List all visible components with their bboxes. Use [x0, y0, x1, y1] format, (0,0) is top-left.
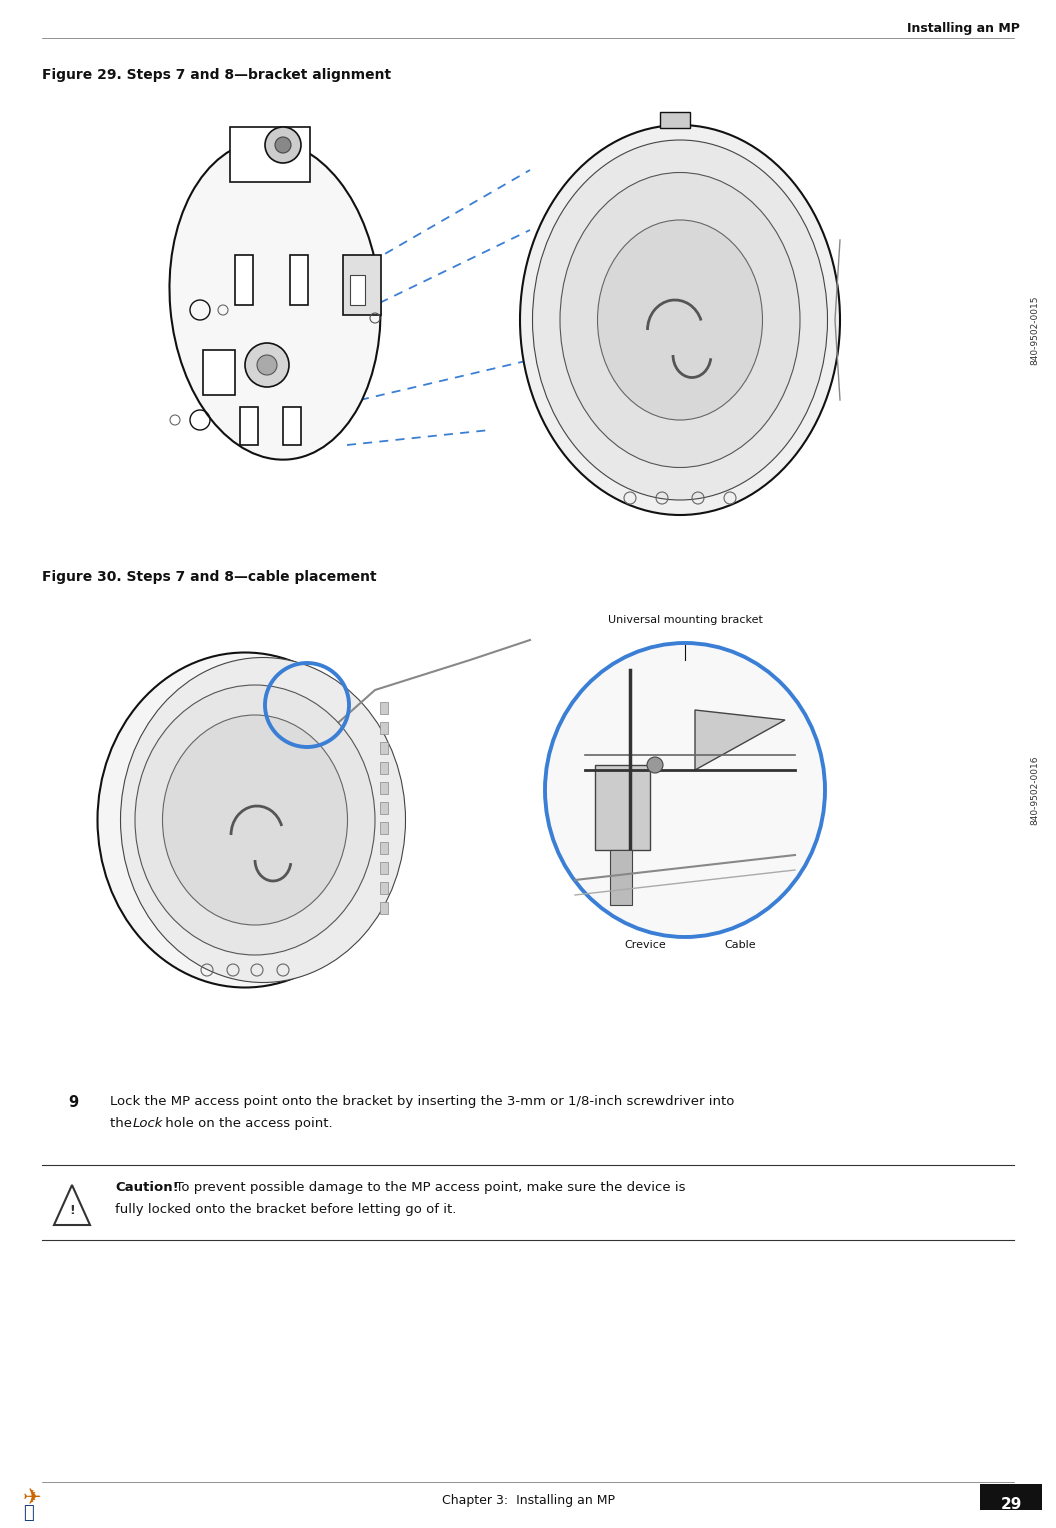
Text: Cable: Cable — [724, 940, 756, 950]
Text: Lock: Lock — [133, 1117, 164, 1131]
FancyBboxPatch shape — [343, 255, 381, 315]
FancyBboxPatch shape — [380, 802, 388, 814]
Text: Crevice: Crevice — [624, 940, 666, 950]
FancyBboxPatch shape — [350, 275, 365, 306]
Text: Installing an MP: Installing an MP — [907, 21, 1020, 35]
FancyBboxPatch shape — [380, 743, 388, 753]
Ellipse shape — [169, 141, 380, 460]
FancyBboxPatch shape — [980, 1484, 1042, 1510]
Ellipse shape — [163, 715, 347, 924]
Text: Figure 30. Steps 7 and 8—cable placement: Figure 30. Steps 7 and 8—cable placement — [42, 570, 377, 584]
Ellipse shape — [560, 173, 800, 468]
Text: 840-9502-0015: 840-9502-0015 — [1031, 295, 1039, 365]
Circle shape — [275, 138, 291, 153]
Text: 840-9502-0016: 840-9502-0016 — [1031, 755, 1039, 825]
Text: 9: 9 — [68, 1096, 78, 1109]
FancyBboxPatch shape — [380, 882, 388, 894]
Text: ✈: ✈ — [22, 1488, 41, 1508]
FancyBboxPatch shape — [660, 112, 690, 128]
Text: 〜: 〜 — [22, 1504, 34, 1522]
FancyBboxPatch shape — [290, 255, 308, 306]
FancyBboxPatch shape — [380, 701, 388, 714]
Ellipse shape — [520, 125, 840, 515]
Text: Universal mounting bracket: Universal mounting bracket — [607, 614, 762, 625]
Text: Caution!: Caution! — [115, 1181, 178, 1193]
FancyBboxPatch shape — [230, 127, 310, 182]
Ellipse shape — [532, 141, 828, 500]
Polygon shape — [695, 711, 785, 770]
Text: To prevent possible damage to the MP access point, make sure the device is: To prevent possible damage to the MP acc… — [167, 1181, 685, 1193]
FancyBboxPatch shape — [240, 406, 258, 445]
FancyBboxPatch shape — [380, 902, 388, 914]
Ellipse shape — [135, 685, 375, 955]
Circle shape — [245, 342, 289, 387]
Text: 29: 29 — [1000, 1497, 1022, 1513]
Ellipse shape — [545, 643, 825, 937]
FancyBboxPatch shape — [610, 850, 631, 905]
Ellipse shape — [598, 220, 762, 420]
FancyBboxPatch shape — [203, 350, 235, 396]
FancyBboxPatch shape — [380, 762, 388, 775]
FancyBboxPatch shape — [380, 723, 388, 733]
FancyBboxPatch shape — [380, 822, 388, 834]
Circle shape — [647, 756, 663, 773]
FancyBboxPatch shape — [380, 842, 388, 854]
FancyBboxPatch shape — [595, 766, 650, 850]
Ellipse shape — [97, 652, 393, 987]
FancyBboxPatch shape — [380, 862, 388, 874]
FancyBboxPatch shape — [380, 782, 388, 795]
Text: hole on the access point.: hole on the access point. — [161, 1117, 333, 1131]
Text: Lock the MP access point onto the bracket by inserting the 3-mm or 1/8-inch scre: Lock the MP access point onto the bracke… — [110, 1096, 734, 1108]
FancyBboxPatch shape — [235, 255, 253, 306]
Text: fully locked onto the bracket before letting go of it.: fully locked onto the bracket before let… — [115, 1203, 456, 1216]
Circle shape — [265, 127, 301, 163]
Text: Figure 29. Steps 7 and 8—bracket alignment: Figure 29. Steps 7 and 8—bracket alignme… — [42, 69, 391, 83]
FancyBboxPatch shape — [283, 406, 301, 445]
Ellipse shape — [120, 657, 406, 983]
Text: Chapter 3:  Installing an MP: Chapter 3: Installing an MP — [441, 1494, 615, 1507]
Circle shape — [257, 354, 277, 374]
Text: the: the — [110, 1117, 136, 1131]
Text: !: ! — [69, 1204, 75, 1216]
